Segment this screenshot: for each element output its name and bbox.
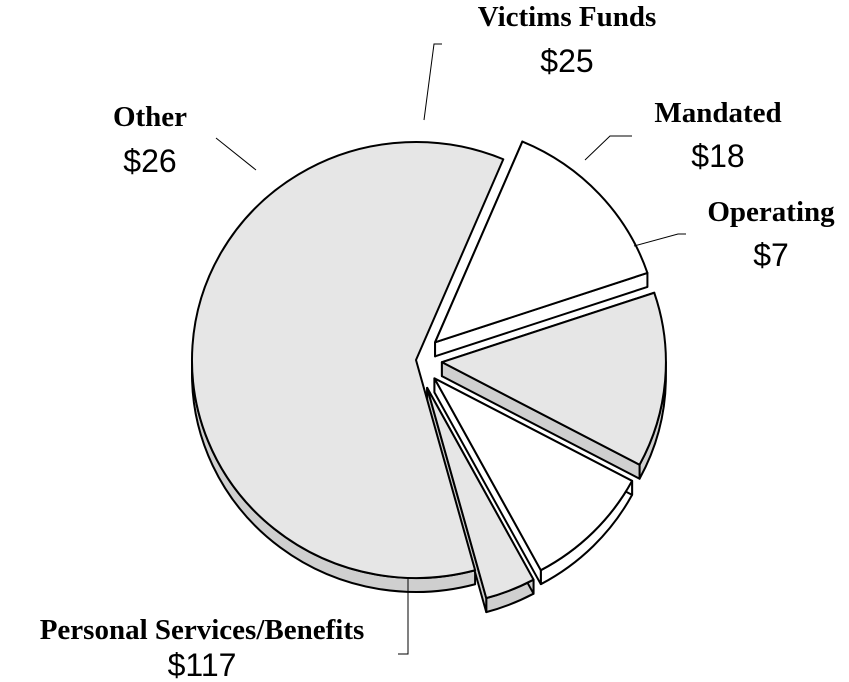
slice-other bbox=[434, 140, 649, 344]
slice-mandated bbox=[433, 377, 634, 572]
leader-line-victims-funds bbox=[423, 43, 442, 121]
label-mandated-value: $18 bbox=[691, 138, 744, 174]
leader-line-personal-services bbox=[398, 578, 409, 655]
label-other-name: Other bbox=[113, 101, 187, 133]
label-personal-services-value: $117 bbox=[168, 647, 237, 682]
leader-line-operating bbox=[633, 233, 686, 247]
leader-line-mandated bbox=[584, 135, 632, 161]
pie-slices bbox=[191, 140, 667, 614]
leader-line-other bbox=[215, 137, 257, 171]
slice-victims-funds bbox=[440, 291, 667, 466]
label-other-value: $26 bbox=[123, 143, 176, 179]
slice-operating bbox=[426, 386, 535, 600]
label-personal-services-name: Personal Services/Benefits bbox=[40, 614, 365, 646]
label-mandated-name: Mandated bbox=[654, 97, 781, 129]
slice-personal-services bbox=[191, 141, 505, 579]
label-victims-funds-name: Victims Funds bbox=[478, 1, 657, 33]
label-operating-name: Operating bbox=[707, 196, 835, 228]
label-victims-funds-value: $25 bbox=[540, 43, 593, 79]
label-operating-value: $7 bbox=[753, 237, 789, 273]
